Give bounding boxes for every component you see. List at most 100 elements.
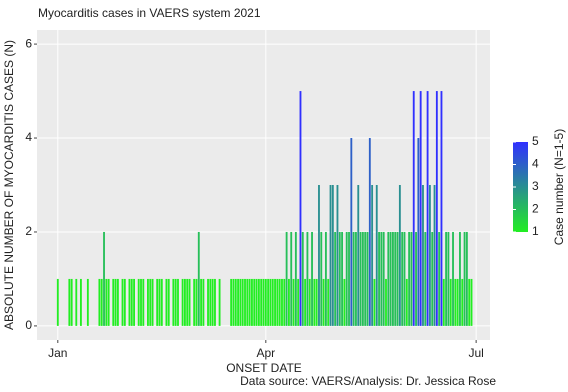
bar [237,278,240,326]
bar [158,278,161,326]
bar [331,185,334,326]
bar [174,278,177,326]
bar [142,278,145,326]
bar [396,231,399,326]
bar [442,278,445,326]
colorbar-tick-label: 5 [532,134,539,148]
bar [343,278,346,326]
bar [197,231,200,326]
bar [361,231,364,326]
colorbar-tick-label: 3 [532,179,539,193]
bar [274,278,276,326]
bar [98,278,101,326]
bar [278,278,281,326]
bar [234,278,237,326]
bar [452,231,454,326]
colorbar-tick-label: 4 [532,157,539,171]
bar [130,278,133,326]
bar [308,278,311,326]
bar [375,185,378,326]
bar [378,231,380,326]
bar [334,231,337,326]
bar [239,278,242,326]
bar [371,185,374,326]
bar [422,185,424,326]
bar [112,278,115,326]
bar [167,278,170,326]
bar [260,278,263,326]
bar [165,278,168,326]
bar [357,185,360,326]
bar [172,278,175,326]
bar [352,231,355,326]
colorbar-tick-label: 1 [532,224,539,238]
bar [463,231,466,326]
bar [68,278,71,326]
bar [271,278,274,326]
bar [318,185,320,326]
bar [195,278,198,326]
bar [440,91,443,326]
colorbar [513,142,528,232]
bar [100,278,103,326]
bar [287,278,290,326]
bar [345,231,348,326]
bar [431,231,434,326]
bar [183,278,186,326]
bar [297,278,300,326]
bar [246,278,249,326]
bar [456,278,459,326]
bar [392,231,394,326]
bar [382,231,385,326]
bar [373,278,376,326]
bar [253,278,256,326]
bar [401,231,404,326]
bar [424,231,427,326]
bar [281,278,283,326]
bar [177,278,179,326]
chart-title: Myocarditis cases in VAERS system 2021 [38,6,261,20]
bar [232,278,235,326]
bar [348,231,350,326]
bar [385,278,387,326]
bar [70,278,73,326]
bar [355,231,357,326]
bar [276,278,279,326]
bar [262,278,265,326]
bar [428,185,431,326]
y-tick-label: 4 [25,130,32,144]
bar [412,91,415,326]
y-tick-label: 2 [25,224,32,238]
bar [214,278,216,326]
bar [230,278,233,326]
bar [435,91,438,326]
colorbar-tick-label: 2 [532,202,539,216]
colorbar-title: Case number (N=1-5) [552,129,566,245]
bar [403,231,406,326]
bar [338,231,341,326]
bar [459,231,461,326]
bar [248,278,251,326]
bar [156,278,159,326]
bar [359,231,362,326]
bar [415,231,417,326]
bar [419,91,422,326]
bar [301,231,304,326]
bar [364,231,367,326]
bar [241,278,244,326]
bar [426,91,429,326]
bar [324,231,327,326]
bar [290,231,293,326]
bar [140,278,142,326]
bar [211,278,214,326]
bar [151,278,154,326]
y-tick-label: 0 [25,318,32,332]
bar [255,278,258,326]
bar [56,278,59,326]
bar [304,278,307,326]
bar [465,231,468,326]
x-tick-label: Jan [48,346,67,360]
bar [285,231,288,326]
bar [315,278,318,326]
bar [299,91,302,326]
